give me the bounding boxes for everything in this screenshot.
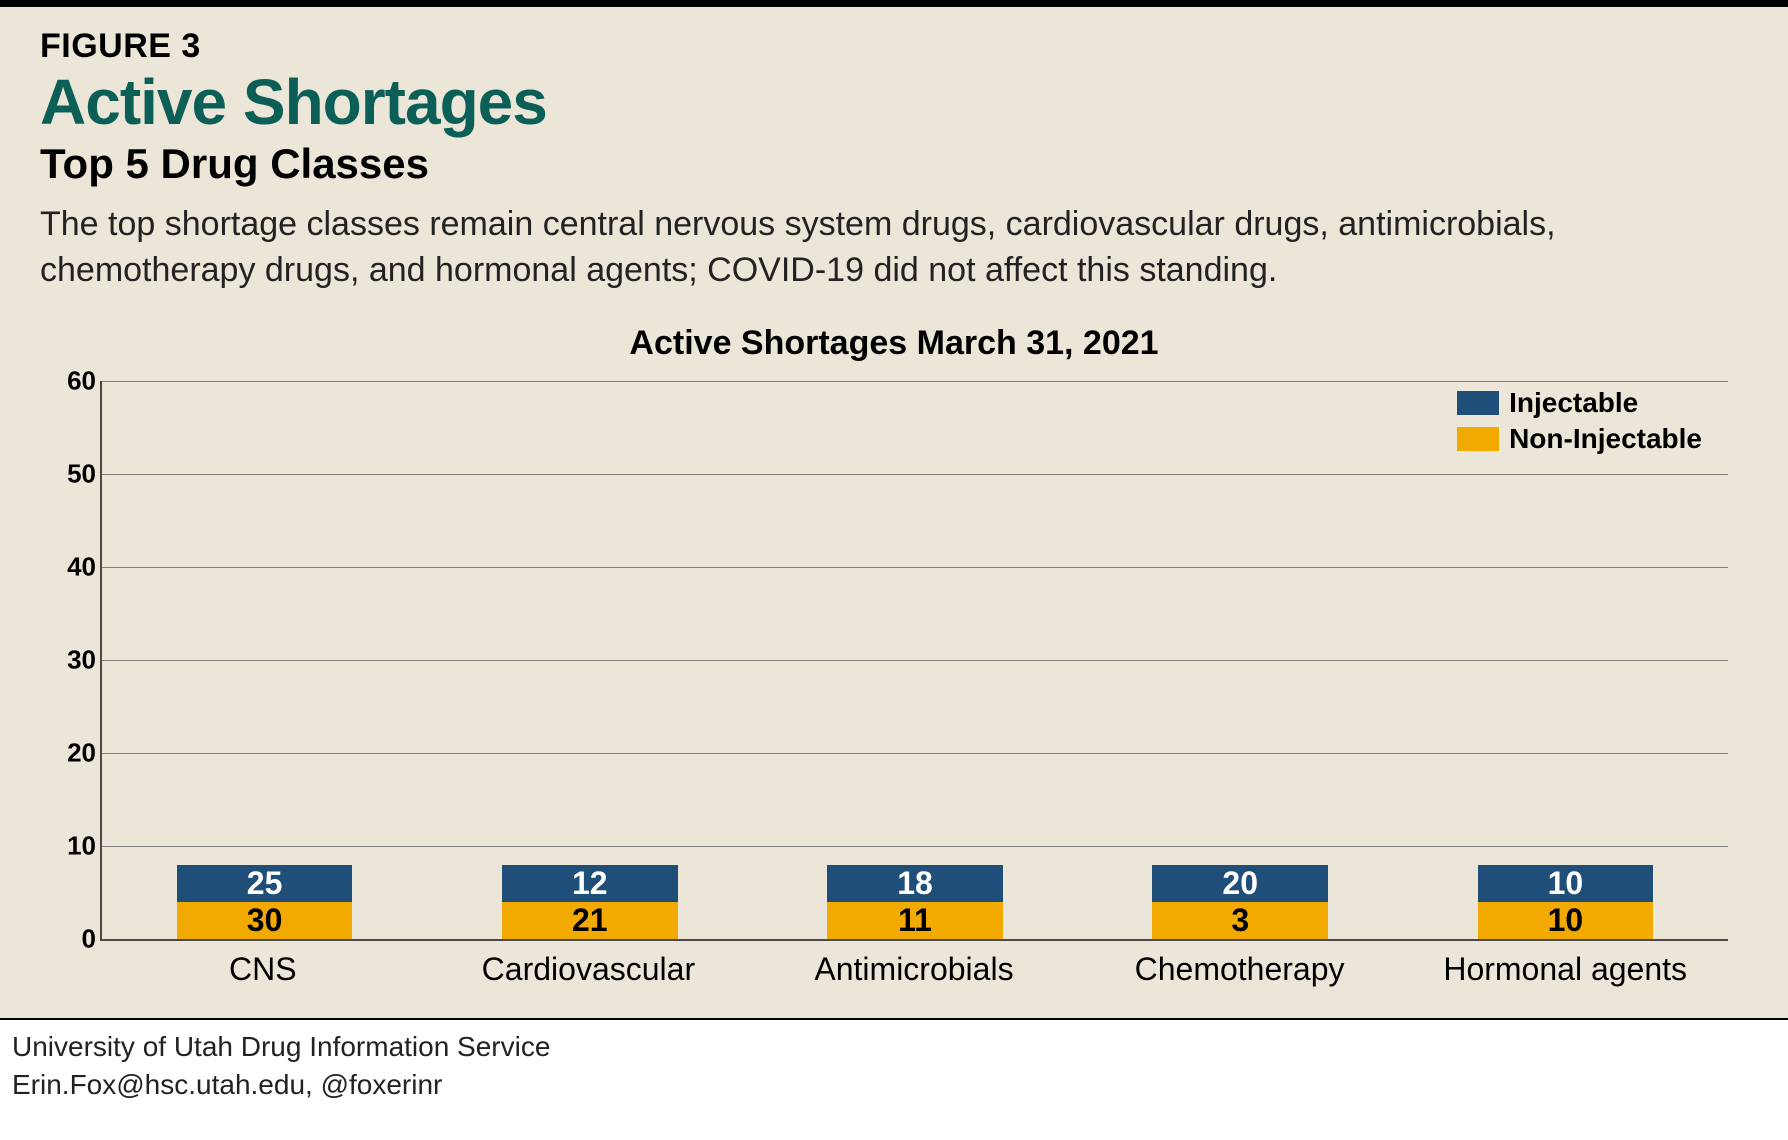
chart-bar: 2530: [177, 865, 353, 939]
bar-segment-injectable: 18: [827, 865, 1003, 902]
chart-gridline: [102, 846, 1728, 847]
figure-description: The top shortage classes remain central …: [40, 202, 1690, 294]
bar-segment-non-injectable: 3: [1152, 902, 1328, 939]
chart-gridline: [102, 381, 1728, 382]
bar-segment-injectable: 25: [177, 865, 353, 902]
chart-x-label: Hormonal agents: [1402, 951, 1728, 988]
chart-gridline: [102, 660, 1728, 661]
figure-subtitle: Top 5 Drug Classes: [40, 140, 1748, 188]
top-rule: [0, 0, 1788, 7]
chart-ytick: 30: [52, 644, 96, 675]
chart-bar: 1221: [502, 865, 678, 939]
figure-label: FIGURE 3: [40, 27, 1748, 66]
bar-segment-non-injectable: 30: [177, 902, 353, 939]
bar-segment-injectable: 20: [1152, 865, 1328, 902]
chart-bar: 1811: [827, 865, 1003, 939]
bar-segment-injectable: 12: [502, 865, 678, 902]
chart-plot: Injectable Non-Injectable 25301221181120…: [100, 381, 1728, 941]
bar-segment-non-injectable: 21: [502, 902, 678, 939]
chart-gridline: [102, 474, 1728, 475]
figure-footer: University of Utah Drug Information Serv…: [0, 1020, 1788, 1124]
chart-gridline: [102, 567, 1728, 568]
chart-x-label: Cardiovascular: [426, 951, 752, 988]
chart-ytick: 10: [52, 830, 96, 861]
chart-ytick: 40: [52, 551, 96, 582]
chart-bar: 203: [1152, 865, 1328, 939]
chart-ytick: 60: [52, 365, 96, 396]
chart-ytick: 50: [52, 458, 96, 489]
footer-line-2: Erin.Fox@hsc.utah.edu, @foxerinr: [12, 1066, 1776, 1104]
chart-x-label: Antimicrobials: [751, 951, 1077, 988]
chart-x-label: CNS: [100, 951, 426, 988]
footer-line-1: University of Utah Drug Information Serv…: [12, 1028, 1776, 1066]
chart-ytick: 20: [52, 737, 96, 768]
chart-x-labels: CNSCardiovascularAntimicrobialsChemother…: [100, 951, 1728, 988]
figure-container: FIGURE 3 Active Shortages Top 5 Drug Cla…: [0, 0, 1788, 1123]
chart-ytick: 0: [52, 923, 96, 954]
bar-segment-non-injectable: 11: [827, 902, 1003, 939]
chart-x-label: Chemotherapy: [1077, 951, 1403, 988]
bar-segment-non-injectable: 10: [1478, 902, 1654, 939]
chart-title: Active Shortages March 31, 2021: [40, 324, 1748, 363]
chart-area: Injectable Non-Injectable 25301221181120…: [40, 381, 1748, 988]
chart-bar: 1010: [1478, 865, 1654, 939]
bar-segment-injectable: 10: [1478, 865, 1654, 902]
figure-panel: FIGURE 3 Active Shortages Top 5 Drug Cla…: [0, 7, 1788, 1018]
figure-title: Active Shortages: [40, 70, 1748, 134]
chart-gridline: [102, 753, 1728, 754]
